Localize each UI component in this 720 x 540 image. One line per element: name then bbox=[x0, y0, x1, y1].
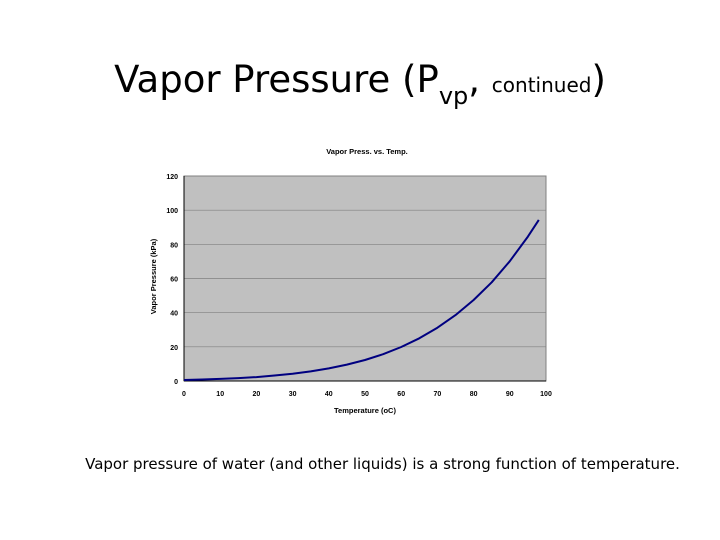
x-tick-label-100: 100 bbox=[540, 391, 552, 398]
x-tick-label-60: 60 bbox=[397, 391, 405, 398]
y-tick-label-60: 60 bbox=[170, 277, 178, 284]
x-tick-label-20: 20 bbox=[253, 391, 261, 398]
y-tick-label-20: 20 bbox=[170, 345, 178, 352]
y-tick-label-40: 40 bbox=[170, 311, 178, 318]
y-tick-label-120: 120 bbox=[166, 174, 178, 181]
x-tick-label-10: 10 bbox=[216, 391, 224, 398]
title-main: Vapor Pressure (P bbox=[114, 58, 439, 101]
title-subscript: vp bbox=[438, 82, 469, 110]
title-comma: , bbox=[468, 58, 492, 101]
x-tick-label-40: 40 bbox=[325, 391, 333, 398]
y-tick-label-80: 80 bbox=[170, 242, 178, 249]
vapor-pressure-chart: 0 20 40 60 80 100 120 0 10 20 30 40 50 60 70 80 90 100 Vap… bbox=[149, 147, 552, 415]
series-line-0 bbox=[183, 219, 540, 381]
x-axis-label: Temperature (oC) bbox=[334, 406, 396, 415]
slide-title: Vapor Pressure (Pvp, continued) bbox=[0, 58, 720, 110]
title-close-paren: ) bbox=[591, 58, 606, 101]
x-tick-label-90: 90 bbox=[506, 391, 514, 398]
x-tick-label-70: 70 bbox=[434, 391, 442, 398]
chart-title: Vapor Press. vs. Temp. bbox=[326, 147, 408, 156]
x-tick-label-80: 80 bbox=[470, 391, 478, 398]
y-tick-label-100: 100 bbox=[166, 208, 178, 215]
y-axis-label: Vapor Pressure (kPa) bbox=[149, 238, 158, 314]
y-tick-label-0: 0 bbox=[174, 379, 178, 386]
x-tick-label-50: 50 bbox=[361, 391, 369, 398]
x-tick-label-0: 0 bbox=[182, 391, 186, 398]
slide-caption: Vapor pressure of water (and other liqui… bbox=[85, 455, 680, 473]
title-continued: continued bbox=[491, 73, 592, 97]
x-tick-label-30: 30 bbox=[289, 391, 297, 398]
